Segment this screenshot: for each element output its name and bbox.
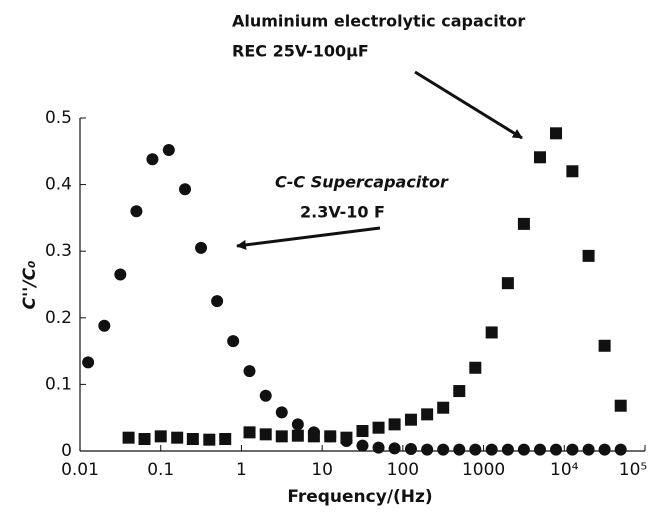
circle-point bbox=[517, 443, 530, 456]
square-point bbox=[186, 433, 199, 446]
square-point bbox=[533, 151, 546, 164]
square-point bbox=[307, 430, 320, 443]
square-point bbox=[171, 431, 184, 444]
circle-point bbox=[146, 153, 159, 166]
square-point bbox=[566, 165, 579, 178]
square-point bbox=[614, 399, 627, 412]
x-tick-label: 10⁴ bbox=[550, 460, 579, 480]
circle-point bbox=[130, 205, 143, 218]
square-point bbox=[275, 430, 288, 443]
x-tick-label: 10 bbox=[311, 460, 333, 480]
arrow bbox=[236, 226, 381, 250]
circle-point bbox=[243, 365, 256, 378]
circle-point bbox=[437, 443, 450, 456]
y-axis-label: C''/C₀ bbox=[20, 260, 40, 310]
circle-point bbox=[356, 439, 369, 452]
circle-point bbox=[469, 443, 482, 456]
square-point bbox=[388, 418, 401, 431]
circle-point bbox=[211, 295, 224, 308]
square-point bbox=[469, 361, 482, 374]
square-point bbox=[138, 433, 151, 446]
circle-point bbox=[372, 441, 385, 454]
square-point bbox=[372, 421, 385, 434]
annotation: REC 25V-100μF bbox=[232, 42, 369, 61]
circle-point bbox=[259, 389, 272, 402]
square-point bbox=[598, 339, 611, 352]
annotation: C-C Supercapacitor bbox=[275, 173, 449, 192]
square-point bbox=[122, 431, 135, 444]
circle-point bbox=[550, 443, 563, 456]
square-point bbox=[550, 127, 563, 140]
square-point bbox=[485, 326, 498, 339]
square-point bbox=[291, 429, 304, 442]
circle-point bbox=[291, 418, 304, 431]
circle-point bbox=[179, 183, 192, 196]
y-tick-label: 0.1 bbox=[45, 374, 72, 394]
y-tick-label: 0.2 bbox=[45, 308, 72, 328]
square-point bbox=[501, 277, 514, 290]
circle-point bbox=[598, 443, 611, 456]
square-point bbox=[340, 431, 353, 444]
square-point bbox=[582, 249, 595, 262]
circle-point bbox=[275, 406, 288, 419]
y-tick-label: 0 bbox=[61, 441, 72, 461]
circle-point bbox=[388, 442, 401, 455]
square-point bbox=[219, 433, 232, 446]
circle-point bbox=[582, 443, 595, 456]
x-tick-label: 0.01 bbox=[61, 460, 99, 480]
circle-point bbox=[98, 319, 111, 332]
arrow bbox=[414, 70, 523, 140]
square-point bbox=[356, 425, 369, 438]
x-axis-label: Frequency/(Hz) bbox=[287, 487, 432, 507]
square-point bbox=[259, 428, 272, 441]
circle-point bbox=[404, 443, 417, 456]
square-point bbox=[404, 413, 417, 426]
square-point bbox=[421, 408, 434, 421]
circle-point bbox=[114, 268, 127, 281]
square-point bbox=[517, 217, 530, 230]
x-tick-label: 0.1 bbox=[147, 460, 174, 480]
circle-point bbox=[485, 443, 498, 456]
annotation: Aluminium electrolytic capacitor bbox=[232, 12, 525, 31]
y-tick-label: 0.4 bbox=[45, 175, 72, 195]
square-point bbox=[154, 430, 167, 443]
y-tick-label: 0.3 bbox=[45, 241, 72, 261]
circle-point bbox=[566, 443, 579, 456]
square-point bbox=[324, 430, 337, 443]
circle-point bbox=[614, 443, 627, 456]
circle-point bbox=[162, 143, 175, 156]
x-tick-label: 1000 bbox=[462, 460, 505, 480]
circle-point bbox=[227, 335, 240, 348]
circle-point bbox=[501, 443, 514, 456]
circle-point bbox=[453, 443, 466, 456]
square-point bbox=[453, 385, 466, 398]
x-tick-label: 10⁵ bbox=[619, 460, 647, 480]
circle-point bbox=[82, 356, 95, 369]
square-point bbox=[437, 401, 450, 414]
y-tick-label: 0.5 bbox=[45, 108, 72, 128]
annotation: 2.3V-10 F bbox=[300, 203, 385, 222]
x-tick-label: 1 bbox=[236, 460, 247, 480]
circle-point bbox=[421, 443, 434, 456]
x-tick-label: 100 bbox=[387, 460, 419, 480]
square-point bbox=[203, 433, 216, 446]
square-point bbox=[243, 426, 256, 439]
circle-point bbox=[195, 241, 208, 254]
circle-point bbox=[533, 443, 546, 456]
